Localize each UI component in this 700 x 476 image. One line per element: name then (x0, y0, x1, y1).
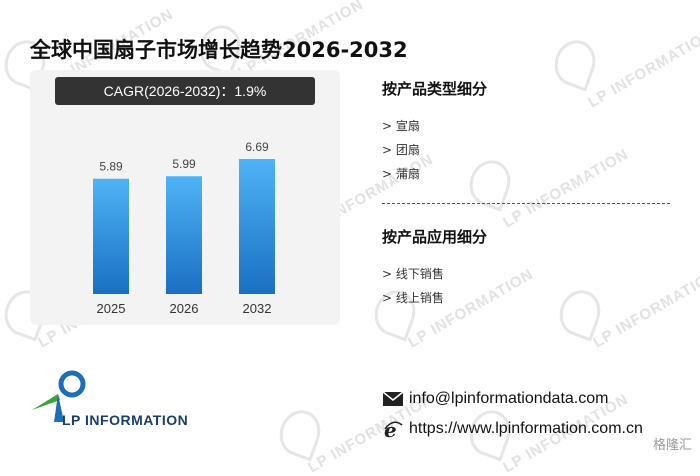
bar-2032 (239, 158, 275, 294)
watermark-logo-icon (548, 34, 602, 92)
svg-text:e: e (384, 420, 397, 440)
data-label: 5.89 (99, 160, 123, 174)
x-tick-label: 2025 (97, 301, 126, 316)
gelonghui-badge: 格隆汇 (652, 438, 692, 453)
logo-text: LP INFORMATION (62, 412, 189, 428)
data-label: 6.69 (245, 140, 269, 154)
watermark-text: LP INFORMATION (500, 145, 632, 232)
website-text[interactable]: https://www.lpinformation.com.cn (409, 420, 643, 437)
lp-logo-icon (32, 370, 86, 422)
bar-2026 (166, 176, 202, 294)
segment-type-item: > 团扇 (382, 143, 420, 157)
segment-by-type-title: 按产品类型细分 (382, 80, 488, 98)
x-tick-label: 2026 (170, 301, 199, 316)
segment-type-item: > 宣扇 (382, 119, 420, 133)
bar-chart: 5.89 2025 5.99 2026 6.69 2032 (93, 140, 275, 316)
segment-application-item: > 线上销售 (382, 291, 444, 305)
segment-by-application-title: 按产品应用细分 (382, 228, 488, 246)
watermark-text: LP INFORMATION (585, 25, 700, 112)
ie-browser-icon: e (383, 418, 403, 442)
email-text[interactable]: info@lpinformationdata.com (409, 390, 609, 407)
lp-logo: LP INFORMATION (30, 370, 200, 435)
section-divider (382, 203, 670, 204)
contact-email: info@lpinformationdata.com (382, 390, 609, 408)
cagr-label: CAGR(2026-2032)：1.9% (55, 77, 315, 105)
envelope-icon (382, 390, 404, 408)
watermark-text: LP INFORMATION (590, 265, 700, 352)
x-tick-label: 2032 (243, 301, 272, 316)
segment-type-item: > 蒲扇 (382, 167, 420, 181)
data-label: 5.99 (172, 157, 196, 171)
bar-2025 (93, 178, 129, 294)
segment-application-item: > 线下销售 (382, 267, 444, 281)
page-title: 全球中国扇子市场增长趋势2026-2032 (30, 38, 408, 62)
contact-website: e https://www.lpinformation.com.cn (383, 418, 643, 442)
